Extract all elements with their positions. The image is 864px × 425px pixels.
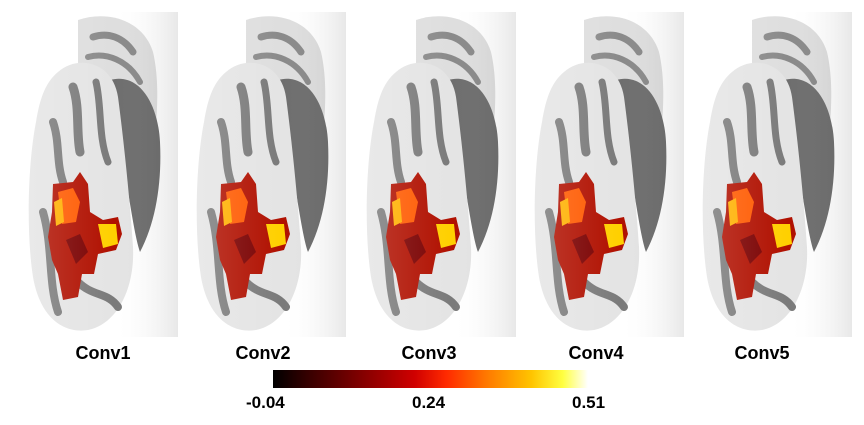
brain-panel [692,12,852,337]
brain-panel [18,12,178,337]
colorbar [273,370,588,388]
brain-surface-image [186,12,346,337]
brain-surface-image [524,12,684,337]
brain-surface-image [356,12,516,337]
panel-label: Conv3 [401,343,457,363]
brain-panel [186,12,346,337]
brain-surface-image [692,12,852,337]
panel-label: Conv1 [75,343,131,363]
colorbar-mid-label: 0.24 [412,393,446,412]
panel-label: Conv5 [734,343,790,363]
brain-panel [356,12,516,337]
colorbar-min-label: -0.04 [246,393,285,412]
panel-label: Conv2 [235,343,291,363]
panel-label: Conv4 [568,343,624,363]
brain-surface-image [18,12,178,337]
colorbar-max-label: 0.51 [572,393,606,412]
brain-panel [524,12,684,337]
